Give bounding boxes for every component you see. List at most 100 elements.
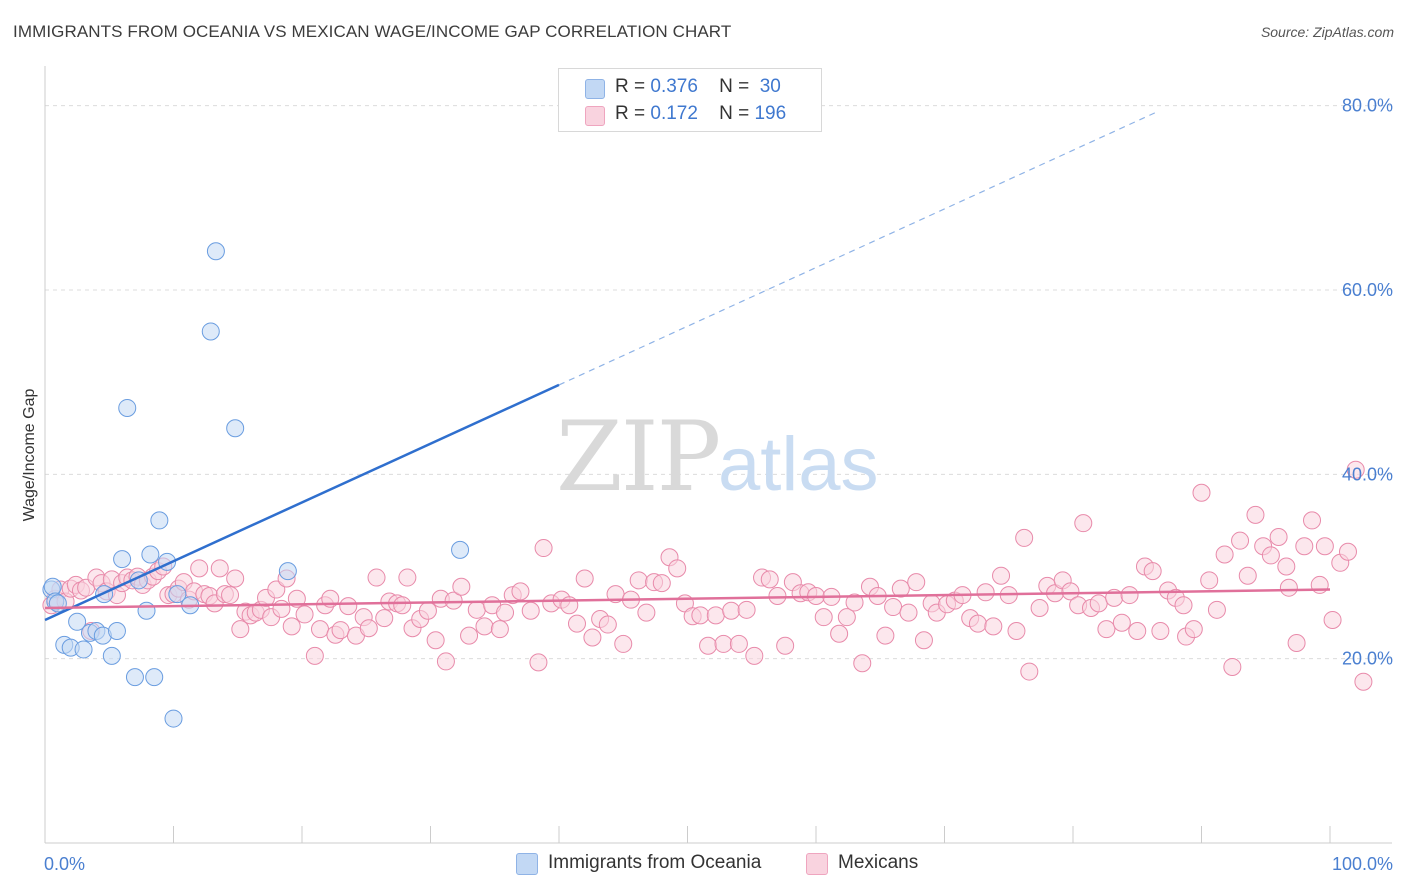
mexicans-point — [837, 608, 856, 627]
x-tick-label-min: 0.0% — [44, 854, 85, 874]
mexicans-point — [1215, 545, 1234, 564]
mexicans-point — [529, 653, 548, 672]
mexicans-point — [575, 569, 594, 588]
mexicans-point — [1128, 622, 1147, 641]
mexicans-point — [1200, 571, 1219, 590]
mexicans-point — [668, 559, 687, 578]
oceania-point — [226, 419, 245, 438]
mexicans-point — [1246, 505, 1265, 524]
mexicans-point — [310, 620, 329, 639]
mexicans-point — [1207, 600, 1226, 619]
mexicans-point — [737, 600, 756, 619]
bottom-legend-label-mexicans: Mexicans — [838, 852, 919, 873]
mexicans-point — [436, 652, 455, 671]
mexicans-point — [426, 631, 445, 650]
mexicans-point — [490, 620, 509, 639]
mexicans-point — [375, 609, 394, 628]
oceania-point — [201, 322, 220, 341]
mexicans-point — [814, 608, 833, 627]
mexicans-point — [891, 579, 910, 598]
mexicans-point — [460, 626, 479, 645]
mexicans-point — [1120, 586, 1139, 605]
mexicans-point — [976, 583, 995, 602]
legend-r-value: 0.376 — [650, 76, 698, 97]
mexicans-point — [1223, 657, 1242, 676]
y-tick-label: 60.0% — [1342, 280, 1393, 300]
watermark-zip: ZIP — [556, 401, 719, 513]
chart-title: IMMIGRANTS FROM OCEANIA VS MEXICAN WAGE/… — [13, 22, 732, 41]
legend-swatch-mexicans — [585, 106, 605, 126]
mexicans-point — [1295, 537, 1314, 556]
oceania-point — [43, 577, 62, 596]
mexicans-point — [876, 626, 895, 645]
mexicans-point — [444, 591, 463, 610]
mexicans-point — [398, 568, 417, 587]
mexicans-point — [1174, 596, 1193, 615]
mexicans-point — [210, 559, 229, 578]
mexicans-point — [706, 606, 725, 625]
mexicans-point — [714, 634, 733, 653]
mexicans-point — [745, 646, 764, 665]
mexicans-point — [1061, 582, 1080, 601]
mexicans-point — [521, 601, 540, 620]
y-axis-label: Wage/Income Gap — [21, 389, 38, 522]
mexicans-point — [1315, 537, 1334, 556]
oceania-point — [48, 594, 67, 613]
mexicans-point — [1261, 546, 1280, 565]
mexicans-point — [1269, 528, 1288, 546]
mexicans-point — [1184, 620, 1203, 639]
mexicans-point — [1279, 578, 1298, 597]
oceania-point — [118, 398, 137, 417]
mexicans-point — [1346, 460, 1365, 479]
mexicans-point — [511, 582, 530, 601]
mexicans-point — [393, 596, 412, 615]
oceania-point — [168, 585, 187, 604]
mexicans-point — [1007, 622, 1026, 641]
oceania-trend-extension — [558, 111, 1157, 386]
mexicans-point — [1277, 557, 1296, 576]
mexicans-point — [598, 615, 617, 634]
mexicans-point — [914, 631, 933, 650]
legend-n-value: 30 — [759, 76, 781, 97]
mexicans-trend-line — [44, 588, 1331, 610]
oceania-point — [107, 622, 126, 641]
mexicans-point — [1192, 483, 1211, 502]
mexicans-point — [1112, 613, 1131, 632]
mexicans-point — [1030, 598, 1049, 617]
oceania-trend-line — [44, 383, 560, 622]
x-tick-label-max: 100.0% — [1332, 854, 1393, 874]
oceania-point — [125, 668, 144, 687]
legend-n-label: N = — [719, 76, 750, 97]
mexicans-point — [1020, 662, 1039, 681]
bottom-legend-swatch-oceania — [516, 853, 538, 875]
mexicans-point — [231, 620, 250, 639]
legend-n-label: N = — [719, 103, 750, 124]
mexicans-point — [760, 570, 779, 589]
mexicans-point — [418, 601, 437, 620]
mexicans-point — [496, 603, 515, 622]
mexicans-point — [367, 568, 386, 587]
mexicans-point — [1303, 511, 1322, 530]
mexicans-point — [226, 569, 245, 588]
mexicans-point — [1354, 672, 1373, 691]
watermark-atlas: atlas — [718, 422, 879, 507]
mexicans-point — [729, 634, 748, 653]
mexicans-point — [884, 598, 903, 617]
mexicans-point — [1323, 610, 1342, 629]
mexicans-point — [452, 577, 471, 596]
y-tick-label: 80.0% — [1342, 96, 1393, 116]
mexicans-point — [1231, 531, 1250, 550]
source-credit: Source: ZipAtlas.com — [1260, 24, 1394, 40]
mexicans-point — [722, 601, 741, 620]
mexicans-point — [614, 634, 633, 653]
mexicans-point — [1089, 594, 1108, 613]
mexicans-point — [984, 617, 1003, 636]
mexicans-point — [637, 603, 656, 622]
oceania-point — [206, 242, 225, 261]
mexicans-point — [1074, 514, 1093, 533]
mexicans-point — [907, 573, 926, 592]
mexicans-point — [567, 614, 586, 633]
mexicans-point — [221, 586, 240, 605]
bottom-legend-label-oceania: Immigrants from Oceania — [548, 852, 762, 873]
